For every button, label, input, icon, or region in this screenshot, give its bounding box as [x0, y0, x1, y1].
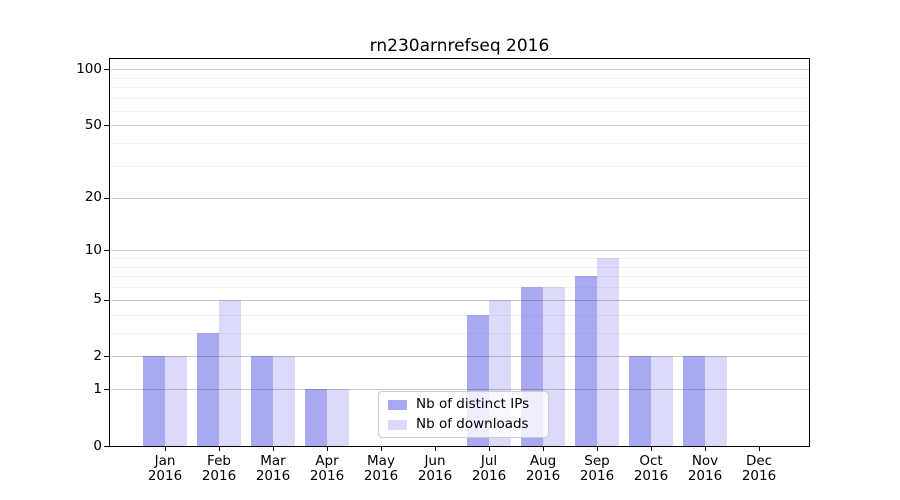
x-tick-label-jan: Jan 2016	[147, 453, 183, 484]
bar-downloads-apr	[327, 389, 349, 446]
y-tick	[104, 125, 109, 126]
y-tick	[104, 300, 109, 301]
gridline-minor	[110, 77, 809, 79]
y-tick	[104, 198, 109, 199]
gridline-minor	[110, 165, 809, 167]
gridline-major	[110, 250, 809, 252]
x-tick-label-feb: Feb 2016	[201, 453, 237, 484]
y-tick-label: 10	[84, 241, 102, 258]
y-tick-label: 5	[93, 291, 102, 308]
x-tick-label-jul: Jul 2016	[471, 453, 507, 484]
x-tick-label-apr: Apr 2016	[309, 453, 345, 484]
gridline-minor	[110, 314, 809, 316]
legend-swatch-distinct-ips	[388, 399, 407, 410]
bar-distinct-ips-mar	[251, 356, 273, 446]
chart-title: rn230arnrefseq 2016	[369, 36, 550, 56]
bar-downloads-sep	[597, 258, 619, 446]
bar-distinct-ips-oct	[629, 356, 651, 446]
gridline-major	[110, 69, 809, 71]
x-tick	[273, 447, 274, 451]
x-tick	[381, 447, 382, 451]
legend-swatch-downloads	[388, 419, 407, 430]
gridline-major	[110, 197, 809, 199]
x-tick	[597, 447, 598, 451]
x-tick	[327, 447, 328, 451]
y-tick-label: 2	[93, 347, 102, 364]
legend-label-distinct-ips: Nb of distinct IPs	[416, 396, 530, 412]
x-tick	[759, 447, 760, 451]
x-tick	[705, 447, 706, 451]
gridline-minor	[110, 287, 809, 289]
bar-distinct-ips-feb	[197, 332, 219, 446]
y-tick	[104, 356, 109, 357]
bar-distinct-ips-nov	[683, 356, 705, 446]
x-tick-label-dec: Dec 2016	[741, 453, 777, 484]
x-tick	[165, 447, 166, 451]
gridline-major	[110, 389, 809, 391]
x-tick-label-may: May 2016	[363, 453, 399, 484]
y-tick	[104, 446, 109, 447]
gridline-major	[110, 356, 809, 358]
x-tick-label-nov: Nov 2016	[687, 453, 723, 484]
legend: Nb of distinct IPs Nb of downloads	[378, 391, 549, 438]
x-tick-label-aug: Aug 2016	[525, 453, 561, 484]
y-tick-label: 50	[84, 116, 102, 133]
y-tick-label: 100	[76, 60, 102, 77]
legend-item: Nb of downloads	[388, 417, 539, 432]
y-tick	[104, 250, 109, 251]
gridline-minor	[110, 98, 809, 100]
y-tick-label: 1	[93, 380, 102, 397]
x-tick-label-mar: Mar 2016	[255, 453, 291, 484]
gridline-major	[110, 299, 809, 301]
x-tick	[489, 447, 490, 451]
legend-label-downloads: Nb of downloads	[416, 416, 529, 432]
y-tick-label: 0	[93, 437, 102, 454]
bar-downloads-nov	[705, 356, 727, 446]
bar-distinct-ips-jan	[143, 356, 165, 446]
gridline-minor	[110, 87, 809, 89]
gridline-minor	[110, 110, 809, 112]
plot-area: Nb of distinct IPs Nb of downloads	[109, 58, 810, 447]
y-tick	[104, 389, 109, 390]
gridline-minor	[110, 332, 809, 334]
x-tick-label-jun: Jun 2016	[417, 453, 453, 484]
y-tick-label: 20	[84, 189, 102, 206]
x-tick	[435, 447, 436, 451]
gridline-minor	[110, 143, 809, 144]
x-tick	[219, 447, 220, 451]
gridline-minor	[110, 266, 809, 268]
bar-downloads-oct	[651, 356, 673, 446]
bar-downloads-feb	[219, 299, 241, 446]
bar-downloads-jan	[165, 356, 187, 446]
gridline-minor	[110, 258, 809, 260]
gridline-major	[110, 125, 809, 127]
x-tick-label-oct: Oct 2016	[633, 453, 669, 484]
x-tick-label-sep: Sep 2016	[579, 453, 615, 484]
bar-distinct-ips-apr	[305, 389, 327, 446]
x-tick	[651, 447, 652, 451]
x-tick	[543, 447, 544, 451]
gridline-minor	[110, 276, 809, 278]
bar-downloads-mar	[273, 356, 295, 446]
legend-item: Nb of distinct IPs	[388, 397, 539, 412]
bar-distinct-ips-sep	[575, 276, 597, 446]
y-tick	[104, 69, 109, 70]
